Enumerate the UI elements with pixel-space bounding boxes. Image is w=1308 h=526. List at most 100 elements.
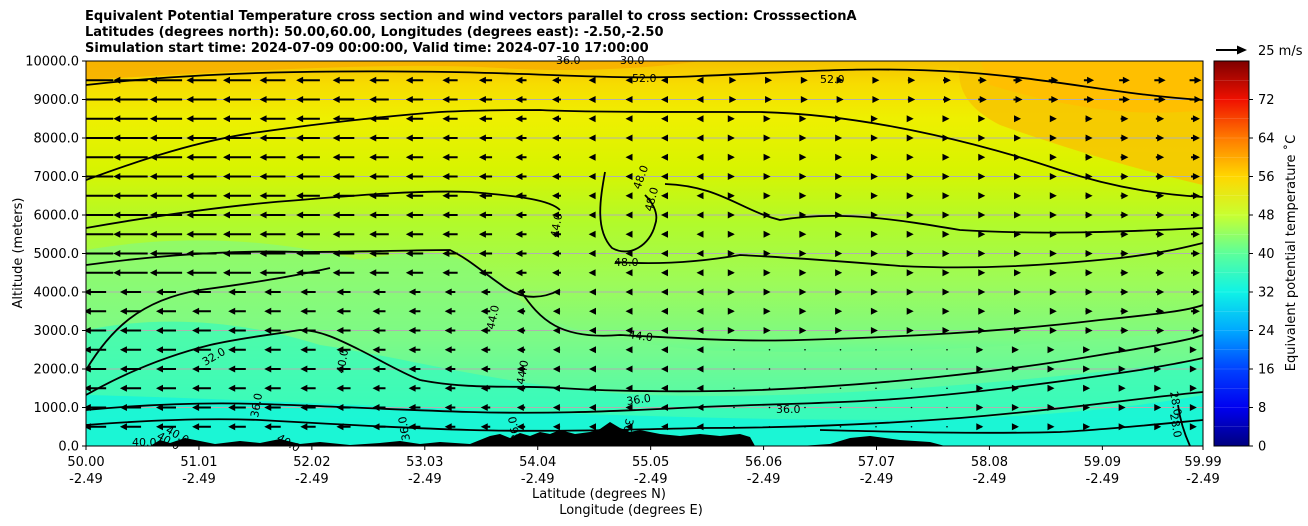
wind-vector-head bbox=[1085, 230, 1093, 238]
wind-vector bbox=[839, 406, 842, 409]
wind-vector-head bbox=[1192, 134, 1200, 142]
wind-vector-head bbox=[1121, 211, 1129, 219]
wind-vector-head bbox=[835, 153, 843, 161]
wind-vector-head bbox=[259, 173, 267, 180]
x-tick-label-lon: -2.49 bbox=[860, 472, 894, 487]
x-tick-label-lon: -2.49 bbox=[408, 472, 442, 487]
x-axis-label-longitude: Longitude (degrees E) bbox=[559, 503, 703, 518]
wind-vector-head bbox=[552, 327, 560, 334]
wind-vector-head bbox=[589, 404, 597, 411]
wind-vector-head bbox=[696, 365, 704, 373]
wind-vector-head bbox=[119, 365, 127, 373]
x-tick-label-lon: -2.49 bbox=[182, 472, 216, 487]
contour-label: 40.0 bbox=[132, 436, 157, 449]
wind-vector-head bbox=[870, 307, 878, 315]
wind-vector-head bbox=[1014, 250, 1022, 257]
wind-vector-head bbox=[661, 115, 668, 123]
wind-vector-head bbox=[478, 173, 486, 180]
wind-vector-head bbox=[516, 423, 524, 431]
wind-vector-head bbox=[113, 76, 121, 84]
contour-label: 52.0 bbox=[632, 72, 657, 85]
wind-vector-head bbox=[552, 404, 560, 411]
contour-36-east bbox=[819, 419, 1203, 434]
wind-vector-head bbox=[1049, 192, 1057, 200]
wind-vector-head bbox=[192, 307, 200, 315]
wind-vector-head bbox=[372, 384, 380, 392]
wind-vector-head bbox=[799, 307, 807, 315]
wind-vector-head bbox=[444, 327, 452, 334]
wind-vector-head bbox=[978, 288, 986, 296]
wind-vector-head bbox=[799, 173, 807, 180]
wind-vector-head bbox=[552, 269, 560, 277]
wind-vector-head bbox=[332, 269, 340, 277]
wind-vector-head bbox=[478, 230, 486, 238]
wind-vector-head bbox=[696, 115, 704, 123]
wind-vector bbox=[733, 406, 735, 409]
wind-vector-head bbox=[727, 192, 735, 200]
wind-vector-head bbox=[552, 134, 560, 142]
wind-vector-head bbox=[300, 327, 308, 334]
wind-vector-head bbox=[515, 76, 523, 84]
wind-vector-head bbox=[696, 76, 704, 84]
wind-vector-head bbox=[369, 96, 377, 103]
wind-vector-head bbox=[336, 384, 344, 392]
wind-vector-head bbox=[906, 269, 914, 277]
colorbar-tick-label: 16 bbox=[1258, 363, 1275, 378]
wind-vector-head bbox=[1157, 134, 1165, 142]
wind-vector-head bbox=[1121, 288, 1129, 296]
wind-vector-head bbox=[119, 307, 127, 315]
wind-vector-head bbox=[1122, 96, 1130, 103]
wind-vector-head bbox=[1192, 115, 1200, 123]
wind-vector-head bbox=[1085, 327, 1093, 334]
contour-label: 40.0 bbox=[334, 348, 351, 374]
wind-vector-head bbox=[696, 346, 704, 354]
wind-vector-head bbox=[444, 423, 452, 431]
wind-vector-head bbox=[906, 115, 914, 123]
wind-vector-head bbox=[1014, 269, 1022, 277]
wind-vector-head bbox=[228, 327, 236, 334]
wind-vector-head bbox=[478, 153, 486, 161]
wind-vector-head bbox=[405, 96, 413, 103]
wind-vector-head bbox=[156, 423, 164, 431]
wind-vector-head bbox=[763, 115, 771, 123]
wind-vector-head bbox=[799, 288, 807, 296]
wind-vector-head bbox=[405, 134, 413, 142]
wind-vector-head bbox=[870, 173, 878, 180]
wind-vector-head bbox=[625, 173, 633, 180]
wind-vector-head bbox=[765, 76, 773, 84]
wind-vector-head bbox=[372, 423, 380, 431]
wind-vector-head bbox=[405, 269, 413, 277]
wind-vector bbox=[910, 387, 913, 390]
wind-vector-head bbox=[332, 134, 340, 142]
wind-vector-head bbox=[625, 307, 633, 315]
wind-vector-head bbox=[113, 173, 121, 180]
wind-vector-head bbox=[799, 134, 807, 142]
wind-vector-head bbox=[372, 307, 380, 315]
wind-vector-head bbox=[978, 230, 986, 238]
wind-vector-head bbox=[332, 192, 340, 200]
wind-vector-head bbox=[696, 404, 704, 411]
wind-vector-head bbox=[942, 269, 950, 277]
wind-vector-head bbox=[1014, 211, 1022, 219]
wind-vector-head bbox=[978, 192, 986, 200]
wind-vector-head bbox=[369, 134, 377, 142]
wind-vector-head bbox=[661, 230, 668, 238]
wind-vector-head bbox=[1047, 404, 1055, 411]
wind-vector-head bbox=[515, 115, 523, 123]
wind-vector-head bbox=[372, 365, 380, 373]
wind-vector-head bbox=[1157, 211, 1165, 219]
wind-vector-head bbox=[552, 96, 560, 103]
wind-vector-head bbox=[1083, 384, 1091, 392]
wind-vector-head bbox=[835, 230, 843, 238]
wind-vector-head bbox=[1087, 96, 1095, 103]
wind-vector-head bbox=[1047, 346, 1055, 354]
wind-vector-head bbox=[259, 192, 267, 200]
wind-vector bbox=[733, 368, 735, 370]
wind-vector-head bbox=[336, 346, 344, 354]
wind-vector-head bbox=[942, 115, 950, 123]
wind-vector-head bbox=[1014, 230, 1022, 238]
wind-vector-head bbox=[765, 96, 773, 103]
wind-vector-head bbox=[661, 423, 668, 431]
wind-vector-head bbox=[661, 192, 668, 200]
wind-vector-head bbox=[259, 269, 267, 277]
